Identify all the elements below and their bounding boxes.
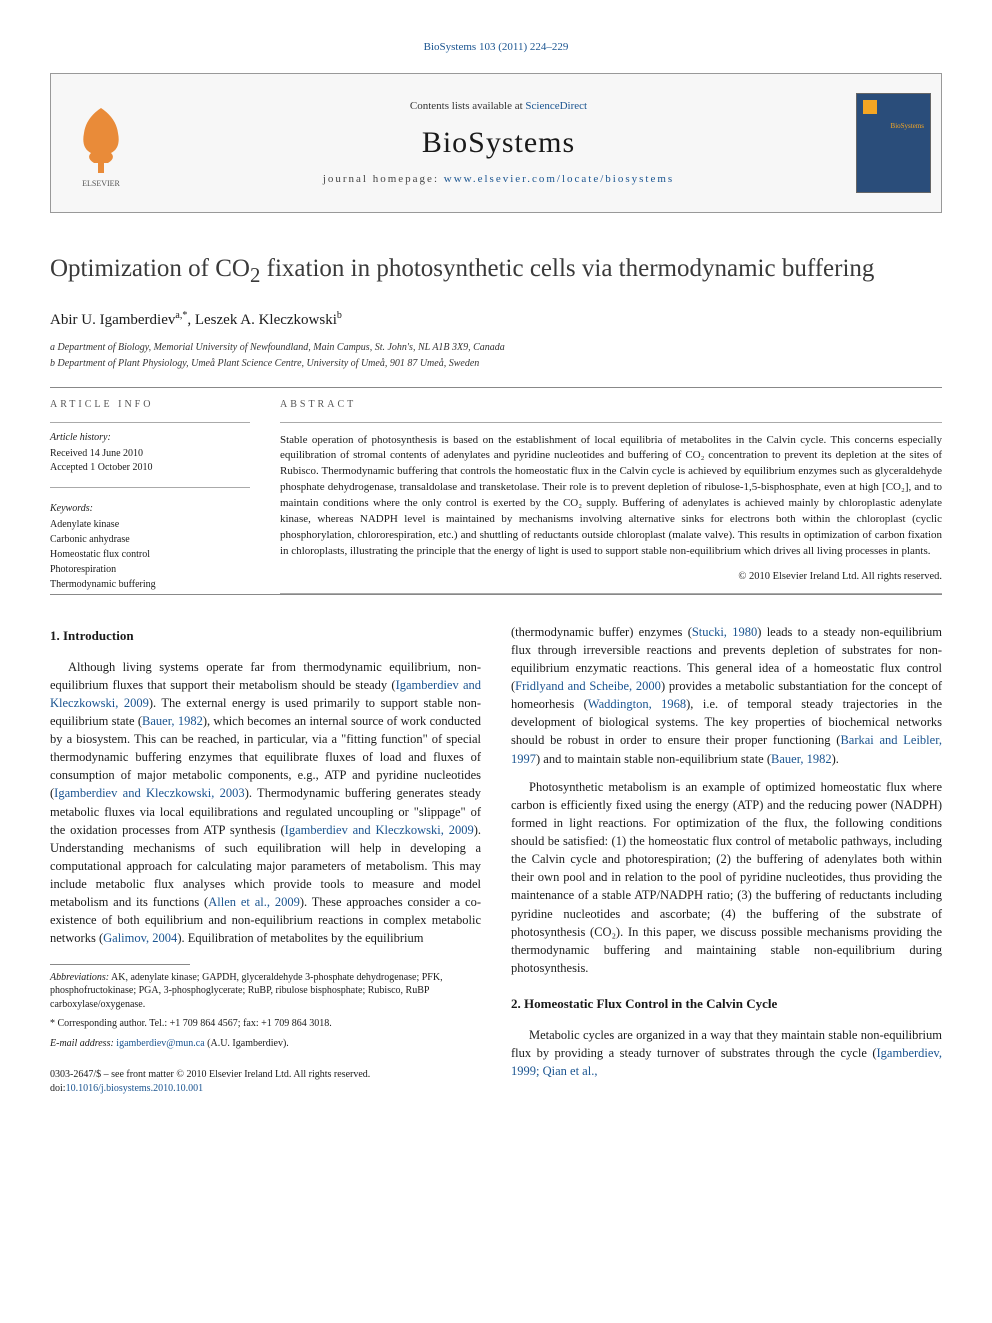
column-right: (thermodynamic buffer) enzymes (Stucki, …: [511, 623, 942, 1096]
abbreviations-footnote: Abbreviations: AK, adenylate kinase; GAP…: [50, 971, 481, 1012]
body-columns: 1. Introduction Although living systems …: [50, 623, 942, 1096]
para: (thermodynamic buffer) enzymes (Stucki, …: [511, 623, 942, 768]
column-left: 1. Introduction Although living systems …: [50, 623, 481, 1096]
sciencedirect-link[interactable]: ScienceDirect: [525, 100, 587, 112]
author-1: Abir U. Igamberdiev: [50, 312, 175, 328]
article-info-heading: ARTICLE INFO: [50, 398, 250, 412]
citation-link[interactable]: Allen et al., 2009: [208, 895, 300, 909]
abstract-text: Stable operation of photosynthesis is ba…: [280, 433, 942, 561]
history-accepted: Accepted 1 October 2010: [50, 461, 250, 475]
article-title: Optimization of CO2 fixation in photosyn…: [50, 251, 942, 290]
elsevier-tree-icon: ELSEVIER: [66, 98, 136, 188]
history-received: Received 14 June 2010: [50, 447, 250, 461]
keywords-label: Keywords:: [50, 502, 250, 516]
keyword: Adenylate kinase: [50, 518, 250, 532]
citation-link[interactable]: Igamberdiev and Kleczkowski, 2003: [54, 786, 245, 800]
authors: Abir U. Igamberdieva,*, Leszek A. Kleczk…: [50, 309, 942, 331]
keyword: Homeostatic flux control: [50, 548, 250, 562]
front-matter: 0303-2647/$ – see front matter © 2010 El…: [50, 1068, 481, 1096]
journal-homepage: journal homepage: www.elsevier.com/locat…: [323, 172, 674, 187]
header-center: Contents lists available at ScienceDirec…: [151, 74, 846, 212]
citation-link[interactable]: Fridlyand and Scheibe, 2000: [515, 679, 661, 693]
para: Photosynthetic metabolism is an example …: [511, 778, 942, 977]
journal-cover-thumb: BioSystems: [856, 93, 931, 193]
keyword: Carbonic anhydrase: [50, 533, 250, 547]
abstract-copyright: © 2010 Elsevier Ireland Ltd. All rights …: [280, 570, 942, 585]
keyword: Photorespiration: [50, 563, 250, 577]
abstract-heading: ABSTRACT: [280, 398, 942, 412]
info-abstract-row: ARTICLE INFO Article history: Received 1…: [50, 398, 942, 594]
para: Although living systems operate far from…: [50, 658, 481, 948]
journal-header: ELSEVIER Contents lists available at Sci…: [50, 73, 942, 213]
author-2: Leszek A. Kleczkowski: [195, 312, 337, 328]
svg-text:ELSEVIER: ELSEVIER: [82, 179, 120, 188]
section-2-title: 2. Homeostatic Flux Control in the Calvi…: [511, 995, 942, 1014]
affiliation-a: a Department of Biology, Memorial Univer…: [50, 341, 942, 355]
divider: [50, 387, 942, 388]
para: Metabolic cycles are organized in a way …: [511, 1026, 942, 1080]
doi-link[interactable]: 10.1016/j.biosystems.2010.10.001: [66, 1083, 204, 1094]
citation-link[interactable]: Bauer, 1982: [771, 752, 832, 766]
email-footnote: E-mail address: igamberdiev@mun.ca (A.U.…: [50, 1037, 481, 1051]
journal-citation-link[interactable]: BioSystems 103 (2011) 224–229: [424, 41, 569, 53]
divider: [50, 594, 942, 595]
citation-link[interactable]: Stucki, 1980: [692, 625, 757, 639]
article-info: ARTICLE INFO Article history: Received 1…: [50, 398, 250, 594]
journal-homepage-link[interactable]: www.elsevier.com/locate/biosystems: [444, 173, 674, 185]
citation-link[interactable]: Waddington, 1968: [588, 697, 686, 711]
footnote-rule: [50, 964, 190, 965]
history-label: Article history:: [50, 431, 250, 445]
journal-title: BioSystems: [422, 122, 575, 164]
journal-citation: BioSystems 103 (2011) 224–229: [50, 40, 942, 55]
journal-cover: BioSystems: [846, 74, 941, 212]
citation-link[interactable]: Igamberdiev and Kleczkowski, 2009: [285, 823, 474, 837]
section-1-title: 1. Introduction: [50, 627, 481, 646]
abstract: ABSTRACT Stable operation of photosynthe…: [280, 398, 942, 594]
elsevier-logo: ELSEVIER: [51, 74, 151, 212]
affiliation-b: b Department of Plant Physiology, Umeå P…: [50, 357, 942, 371]
corresponding-author-footnote: * Corresponding author. Tel.: +1 709 864…: [50, 1017, 481, 1031]
email-link[interactable]: igamberdiev@mun.ca: [116, 1038, 204, 1049]
citation-link[interactable]: Galimov, 2004: [103, 931, 177, 945]
citation-link[interactable]: Bauer, 1982: [142, 714, 203, 728]
contents-list-label: Contents lists available at ScienceDirec…: [410, 99, 587, 114]
keyword: Thermodynamic buffering: [50, 578, 250, 592]
